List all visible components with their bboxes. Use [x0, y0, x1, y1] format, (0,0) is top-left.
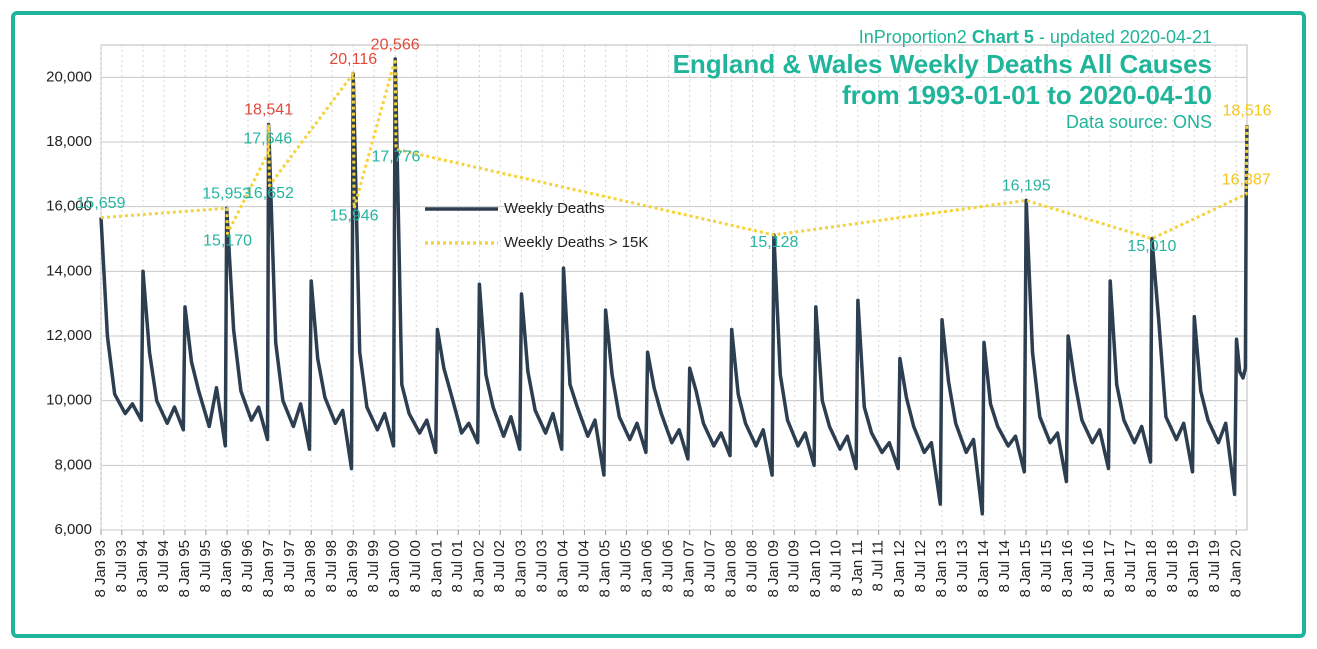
subtitle: InProportion2 Chart 5 - updated 2020-04-…	[859, 27, 1212, 47]
y-tick-label: 10,000	[46, 392, 92, 409]
data-label: 17,776	[371, 148, 420, 165]
data-label: 20,566	[371, 36, 420, 53]
x-tick-label: 8 Jan 94	[134, 540, 151, 598]
x-tick-label: 8 Jan 95	[176, 540, 193, 598]
x-tick-label: 8 Jan 18	[1143, 540, 1160, 598]
x-tick-label: 8 Jul 17	[1122, 540, 1139, 593]
data-label: 17,646	[243, 131, 292, 148]
y-tick-label: 18,000	[46, 133, 92, 150]
data-label: 15,953	[202, 185, 251, 202]
grid: 6,000 8,000 10,000 12,000 14,000 16,000 18,000…	[46, 44, 1248, 598]
data-label: 15,128	[749, 234, 798, 251]
y-tick-label: 8,000	[54, 456, 92, 473]
x-tick-label: 8 Jan 00	[386, 540, 403, 598]
x-tick-label: 8 Jul 95	[197, 540, 214, 593]
series-line	[100, 57, 1249, 241]
x-tick-label: 8 Jan 07	[681, 540, 698, 598]
x-tick-label: 8 Jan 96	[218, 540, 235, 598]
data-label: 16,195	[1002, 178, 1051, 195]
x-tick-label: 8 Jan 20	[1227, 540, 1244, 598]
x-tick-label: 8 Jul 93	[113, 540, 130, 593]
x-tick-label: 8 Jan 10	[807, 540, 824, 598]
marks: 15,659 15,953 15,170 17,646 18,541 16,652 20,1…	[77, 36, 1272, 516]
data-label: 15,170	[203, 233, 252, 250]
legend: Weekly Deaths Weekly Deaths > 15K	[425, 200, 648, 251]
x-tick-label: 8 Jan 97	[260, 540, 277, 598]
x-tick-label: 8 Jul 06	[659, 540, 676, 593]
legend-label: Weekly Deaths	[504, 200, 605, 217]
data-label: 16,387	[1222, 171, 1271, 188]
y-tick-label: 12,000	[46, 327, 92, 344]
x-tick-label: 8 Jul 97	[281, 540, 298, 593]
x-tick-label: 8 Jan 93	[92, 540, 109, 598]
data-label: 20,116	[329, 51, 377, 68]
x-tick-label: 8 Jan 05	[597, 540, 614, 598]
x-tick-label: 8 Jan 98	[302, 540, 319, 598]
x-tick-label: 8 Jul 04	[575, 540, 592, 593]
x-tick-label: 8 Jul 08	[744, 540, 761, 593]
x-tick-label: 8 Jan 16	[1059, 540, 1076, 598]
x-tick-label: 8 Jan 02	[470, 540, 487, 598]
x-tick-label: 8 Jan 04	[554, 540, 571, 598]
data-label: 15,010	[1127, 238, 1176, 255]
source: Data source: ONS	[1066, 112, 1212, 132]
subtitle-bold: Chart 5	[972, 27, 1034, 47]
x-tick-label: 8 Jan 01	[428, 540, 445, 598]
x-tick-label: 8 Jan 13	[933, 540, 950, 598]
x-tick-label: 8 Jan 14	[975, 540, 992, 598]
x-tick-label: 8 Jul 00	[407, 540, 424, 593]
x-tick-label: 8 Jul 02	[491, 540, 508, 593]
subtitle-suffix: - updated 2020-04-21	[1039, 27, 1212, 47]
chart-title-line2: from 1993-01-01 to 2020-04-10	[842, 80, 1212, 110]
x-tick-label: 8 Jan 15	[1017, 540, 1034, 598]
x-tick-label: 8 Jan 99	[344, 540, 361, 598]
x-tick-label: 8 Jul 96	[239, 540, 256, 593]
x-tick-label: 8 Jul 07	[701, 540, 718, 593]
x-tick-label: 8 Jan 03	[512, 540, 529, 598]
x-tick-label: 8 Jan 17	[1101, 540, 1118, 598]
x-tick-label: 8 Jul 98	[323, 540, 340, 593]
x-tick-label: 8 Jan 09	[765, 540, 782, 598]
x-tick-label: 8 Jan 06	[639, 540, 656, 598]
x-tick-label: 8 Jul 16	[1080, 540, 1097, 593]
x-tick-label: 8 Jan 11	[849, 540, 866, 596]
y-tick-label: 6,000	[54, 521, 92, 538]
x-tick-label: 8 Jul 13	[954, 540, 971, 593]
y-tick-label: 14,000	[46, 262, 92, 279]
legend-label: Weekly Deaths > 15K	[504, 234, 648, 251]
x-tick-label: 8 Jul 11	[870, 540, 887, 591]
x-tick-label: 8 Jul 14	[996, 540, 1013, 593]
x-tick-label: 8 Jan 08	[723, 540, 740, 598]
x-tick-label: 8 Jul 03	[533, 540, 550, 593]
x-tick-label: 8 Jul 18	[1164, 540, 1181, 593]
data-label: 15,659	[77, 195, 126, 212]
chart-title: England & Wales Weekly Deaths All Causes	[673, 49, 1212, 79]
x-tick-label: 8 Jul 94	[155, 540, 172, 593]
subtitle-prefix: InProportion2	[859, 27, 967, 47]
x-tick-label: 8 Jul 12	[912, 540, 929, 593]
data-label: 16,652	[245, 185, 294, 202]
x-tick-label: 8 Jul 05	[617, 540, 634, 593]
x-tick-label: 8 Jul 19	[1206, 540, 1223, 593]
x-tick-label: 8 Jul 15	[1038, 540, 1055, 593]
x-tick-label: 8 Jul 99	[365, 540, 382, 593]
x-tick-label: 8 Jan 19	[1185, 540, 1202, 598]
data-label: 18,541	[244, 102, 293, 119]
y-tick-label: 20,000	[46, 68, 92, 85]
data-label: 15,946	[330, 208, 379, 225]
data-label: 18,516	[1223, 103, 1272, 120]
x-tick-label: 8 Jul 01	[449, 540, 466, 593]
x-tick-label: 8 Jul 10	[828, 540, 845, 593]
x-tick-label: 8 Jan 12	[891, 540, 908, 598]
series-line	[99, 57, 1249, 516]
y-tick-label: 16,000	[46, 198, 92, 215]
x-tick-label: 8 Jul 09	[786, 540, 803, 593]
